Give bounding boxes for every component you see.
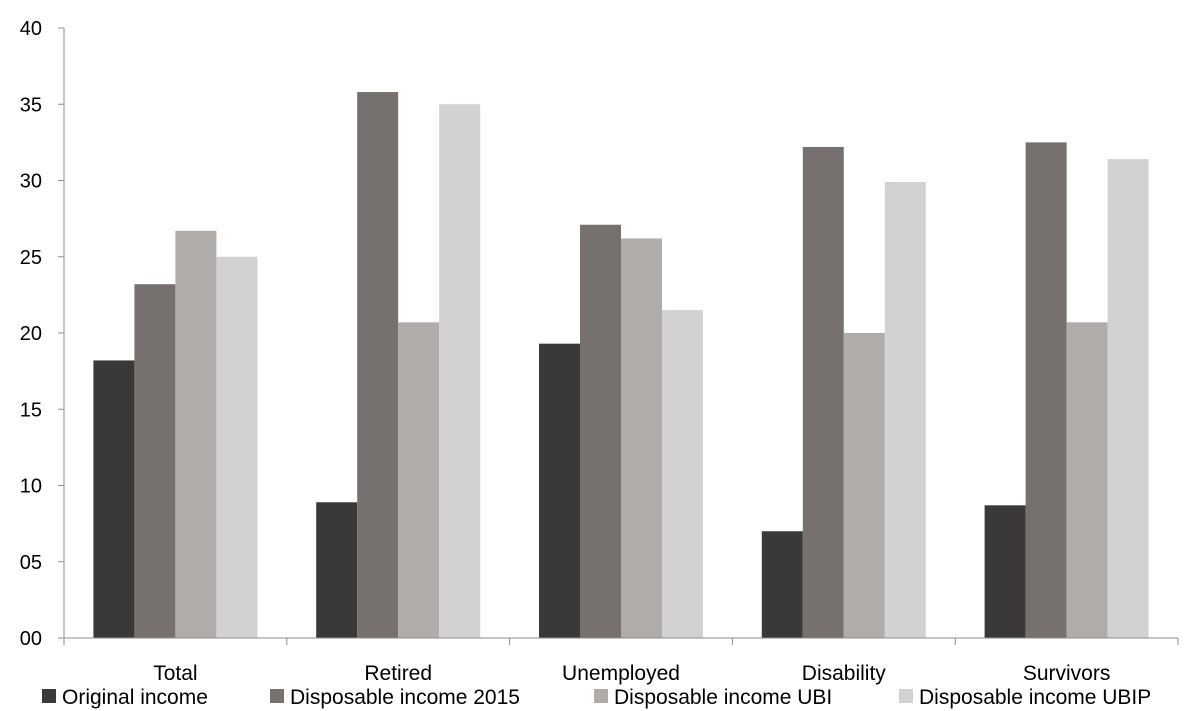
x-category-label: Disability	[802, 662, 887, 685]
bar-survivors-series-1	[984, 505, 1026, 638]
y-tick-label: 40	[20, 18, 42, 40]
legend-label: Original income	[62, 686, 208, 709]
bar-total-series-4	[216, 256, 258, 638]
y-tick-label: 35	[20, 94, 42, 116]
bar-total-series-2	[134, 284, 176, 638]
bar-retired-series-4	[439, 104, 481, 638]
x-category-label: Total	[153, 662, 197, 685]
x-category-label: Survivors	[1023, 662, 1111, 685]
bar-disability-series-1	[761, 531, 803, 638]
bar-survivors-series-3	[1066, 322, 1108, 638]
x-category-label: Retired	[364, 662, 432, 685]
legend-swatch	[270, 689, 284, 703]
bar-total-series-3	[175, 230, 217, 638]
y-tick-label: 15	[20, 399, 42, 421]
y-axis-ticks: 00 05 10 15 20 25 30 35 40	[20, 18, 64, 650]
legend-label: Disposable income UBI	[614, 686, 832, 709]
y-tick-label: 30	[20, 171, 42, 193]
bar-unemployed-series-2	[580, 224, 621, 638]
x-category-label: Unemployed	[562, 662, 680, 685]
legend-label: Disposable income UBIP	[919, 686, 1151, 709]
y-tick-label: 00	[20, 628, 42, 650]
legend-swatch	[42, 689, 56, 703]
x-axis-category-labels: Total Retired Unemployed Disability Survivor…	[153, 662, 1110, 685]
y-tick-label: 20	[20, 323, 42, 345]
bar-disability-series-2	[802, 146, 844, 638]
bar-disability-series-3	[843, 333, 885, 638]
y-tick-label: 10	[20, 476, 42, 498]
bar-group	[93, 92, 1149, 639]
bar-retired-series-3	[398, 322, 440, 638]
bar-unemployed-series-1	[539, 343, 580, 638]
bar-retired-series-1	[316, 502, 358, 638]
bar-total-series-1	[93, 360, 135, 638]
legend-label: Disposable income 2015	[290, 686, 520, 709]
bar-survivors-series-2	[1025, 142, 1067, 638]
x-axis-ticks	[63, 638, 1179, 645]
y-tick-label: 05	[20, 552, 42, 574]
bar-unemployed-series-3	[621, 238, 662, 638]
legend: Original income Disposable income 2015 Dis…	[42, 686, 1151, 709]
bar-retired-series-2	[357, 92, 399, 639]
y-tick-label: 25	[20, 247, 42, 269]
bar-survivors-series-4	[1107, 159, 1149, 638]
legend-swatch	[899, 689, 913, 703]
legend-swatch	[594, 689, 608, 703]
bar-disability-series-4	[884, 182, 926, 638]
bar-unemployed-series-4	[662, 310, 703, 638]
